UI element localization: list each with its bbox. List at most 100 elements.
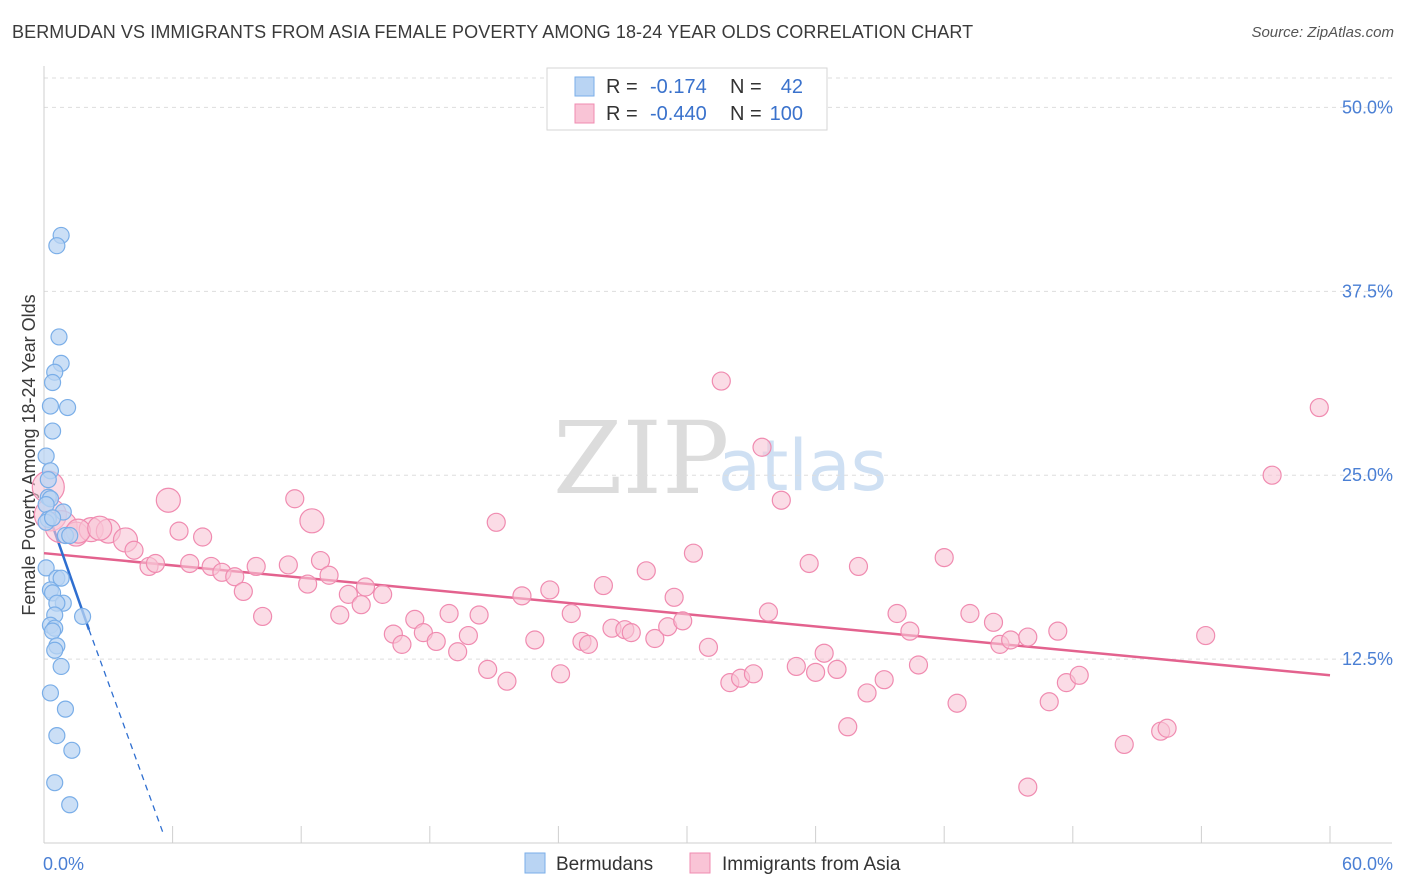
data-point-immigrants bbox=[908, 655, 929, 675]
data-point-immigrants bbox=[743, 664, 764, 684]
data-point-immigrants bbox=[771, 490, 791, 510]
data-point-immigrants bbox=[458, 625, 478, 646]
data-point-immigrants bbox=[1039, 692, 1059, 712]
data-point-immigrants bbox=[874, 670, 894, 690]
data-point-immigrants bbox=[1001, 630, 1021, 650]
data-point-immigrants bbox=[900, 621, 920, 641]
data-point-immigrants bbox=[469, 605, 489, 625]
data-point-immigrants bbox=[285, 489, 305, 509]
x-tick-label-min: 0.0% bbox=[43, 854, 84, 874]
data-point-immigrants bbox=[486, 512, 506, 532]
y-tick-label: 12.5% bbox=[1342, 649, 1393, 669]
stats-legend: R = -0.174 N = 42 R = -0.440 N = 100 bbox=[546, 67, 828, 131]
data-point-immigrants bbox=[169, 521, 189, 541]
data-point-immigrants bbox=[540, 580, 560, 600]
y-tick-label: 50.0% bbox=[1342, 97, 1393, 117]
data-point-immigrants bbox=[448, 642, 468, 662]
data-point-immigrants bbox=[512, 586, 532, 606]
data-point-immigrants bbox=[87, 515, 113, 541]
data-point-immigrants bbox=[960, 603, 980, 624]
data-point-immigrants bbox=[299, 508, 325, 534]
data-point-bermudans bbox=[46, 774, 64, 792]
data-point-immigrants bbox=[426, 631, 446, 652]
data-point-immigrants bbox=[1262, 465, 1282, 485]
legend-r-value-1: -0.174 bbox=[650, 76, 707, 98]
data-point-bermudans bbox=[41, 397, 60, 415]
data-point-bermudans bbox=[39, 471, 57, 489]
data-point-bermudans bbox=[61, 796, 79, 814]
data-point-immigrants bbox=[330, 605, 350, 625]
data-point-bermudans bbox=[48, 727, 66, 745]
bottom-legend-swatch-bermudans bbox=[524, 852, 546, 874]
data-point-immigrants bbox=[934, 547, 954, 568]
data-point-immigrants bbox=[1018, 777, 1038, 797]
data-point-immigrants bbox=[225, 567, 245, 587]
data-point-immigrants bbox=[310, 550, 331, 571]
data-point-immigrants bbox=[233, 581, 253, 602]
y-tick-label: 37.5% bbox=[1342, 281, 1393, 301]
legend-n-label-2: N = bbox=[730, 103, 762, 125]
data-point-bermudans bbox=[56, 700, 75, 718]
chart-title: BERMUDAN VS IMMIGRANTS FROM ASIA FEMALE … bbox=[12, 22, 974, 42]
data-point-immigrants bbox=[711, 371, 731, 391]
data-point-immigrants bbox=[145, 553, 166, 574]
data-point-immigrants bbox=[578, 634, 599, 654]
trend-lines bbox=[43, 513, 1331, 836]
source-label: Source: ZipAtlas.com bbox=[1251, 24, 1394, 41]
data-point-immigrants bbox=[373, 584, 393, 604]
y-axis-label: Female Poverty Among 18-24 Year Olds bbox=[19, 294, 39, 615]
data-point-immigrants bbox=[124, 540, 144, 560]
data-point-immigrants bbox=[1069, 665, 1089, 685]
data-point-immigrants bbox=[355, 577, 376, 597]
data-point-immigrants bbox=[621, 623, 641, 643]
legend-n-value-2: 100 bbox=[770, 103, 803, 125]
bottom-legend-label-immigrants: Immigrants from Asia bbox=[722, 854, 901, 875]
data-point-immigrants bbox=[1157, 718, 1177, 738]
data-point-immigrants bbox=[814, 643, 834, 663]
legend-r-label-1: R = bbox=[606, 76, 638, 98]
data-point-immigrants bbox=[253, 606, 273, 627]
data-point-immigrants bbox=[439, 603, 459, 624]
data-point-bermudans bbox=[43, 422, 62, 440]
data-point-immigrants bbox=[983, 612, 1004, 632]
data-point-immigrants bbox=[645, 628, 665, 649]
data-point-bermudans bbox=[73, 607, 92, 626]
data-point-immigrants bbox=[525, 630, 545, 650]
legend-r-value-2: -0.440 bbox=[650, 103, 707, 125]
data-point-bermudans bbox=[48, 237, 66, 255]
data-point-immigrants bbox=[561, 603, 581, 624]
data-point-immigrants bbox=[351, 595, 371, 615]
legend-r-label-2: R = bbox=[606, 103, 638, 125]
tick-labels: 12.5% 25.0% 37.5% 50.0% 0.0% 60.0% bbox=[43, 97, 1393, 874]
data-point-immigrants bbox=[698, 637, 719, 657]
data-point-bermudans bbox=[41, 684, 60, 702]
data-point-immigrants bbox=[478, 659, 498, 680]
data-point-bermudans bbox=[52, 569, 70, 587]
data-point-bermudans bbox=[37, 559, 55, 577]
data-point-immigrants bbox=[155, 487, 181, 513]
data-point-immigrants bbox=[838, 717, 858, 737]
data-point-immigrants bbox=[550, 664, 571, 684]
data-point-immigrants bbox=[636, 561, 656, 581]
bottom-legend-swatch-immigrants bbox=[689, 852, 711, 874]
series-legend: Bermudans Immigrants from Asia bbox=[524, 852, 901, 875]
data-point-bermudans bbox=[52, 657, 70, 676]
data-point-immigrants bbox=[758, 602, 779, 622]
data-point-immigrants bbox=[848, 556, 869, 577]
bottom-legend-label-bermudans: Bermudans bbox=[556, 854, 653, 875]
data-point-bermudans bbox=[43, 509, 62, 527]
watermark-zip: ZIP bbox=[553, 400, 729, 517]
data-point-immigrants bbox=[1048, 621, 1068, 641]
data-point-bermudans bbox=[43, 622, 62, 640]
data-point-bermudans bbox=[63, 741, 81, 759]
data-point-immigrants bbox=[786, 656, 806, 677]
x-tick-label-max: 60.0% bbox=[1342, 854, 1393, 874]
data-point-immigrants bbox=[246, 556, 266, 577]
data-point-immigrants bbox=[827, 659, 847, 680]
data-point-bermudans bbox=[46, 641, 64, 659]
data-point-immigrants bbox=[298, 574, 318, 594]
data-point-immigrants bbox=[947, 693, 967, 713]
data-point-immigrants bbox=[683, 543, 704, 563]
data-point-immigrants bbox=[752, 437, 772, 457]
watermark-atlas: atlas bbox=[718, 425, 887, 507]
